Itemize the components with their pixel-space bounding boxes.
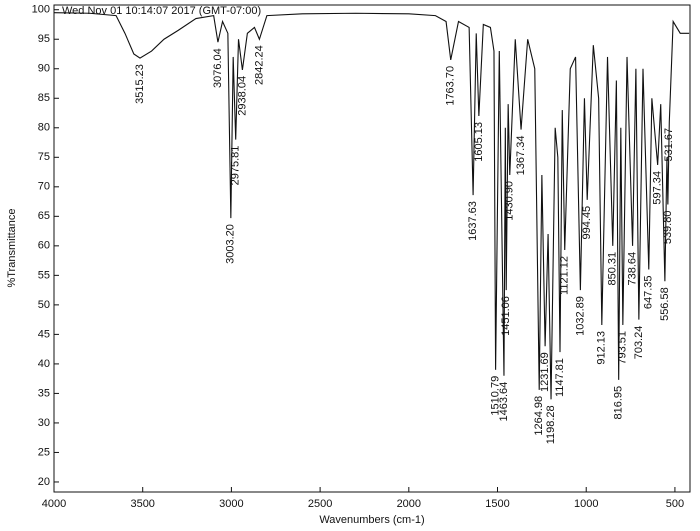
peak-label: 3076.04 bbox=[212, 48, 224, 88]
y-tick-label: 55 bbox=[38, 269, 50, 281]
y-tick-label: 90 bbox=[38, 63, 50, 75]
peak-label: 1763.70 bbox=[445, 66, 457, 106]
chart-subtitle: Wed Nov 01 10:14:07 2017 (GMT-07:00) bbox=[62, 5, 261, 17]
y-tick-label: 85 bbox=[38, 92, 50, 104]
x-tick-label: 3500 bbox=[130, 498, 154, 510]
x-tick-label: 1000 bbox=[574, 498, 598, 510]
y-tick-label: 100 bbox=[32, 4, 50, 16]
y-tick-label: 70 bbox=[38, 181, 50, 193]
y-tick-label: 30 bbox=[38, 417, 50, 429]
x-tick-label: 1500 bbox=[485, 498, 509, 510]
peak-label: 1231.69 bbox=[539, 352, 551, 392]
y-tick-label: 20 bbox=[38, 476, 50, 488]
peak-label: 1147.81 bbox=[554, 358, 566, 397]
peak-label: 539.80 bbox=[662, 211, 674, 245]
peak-label: 556.58 bbox=[659, 287, 671, 321]
peak-label: 1510.79 bbox=[490, 376, 502, 416]
peak-label: 1198.28 bbox=[545, 405, 557, 444]
peak-label: 816.95 bbox=[613, 386, 625, 420]
peak-label: 647.35 bbox=[643, 275, 655, 309]
y-tick-label: 40 bbox=[38, 358, 50, 370]
peak-label: 2842.24 bbox=[253, 45, 265, 85]
peak-label: 597.34 bbox=[652, 171, 664, 205]
y-tick-label: 60 bbox=[38, 240, 50, 252]
peak-label: 1463.64 bbox=[498, 382, 510, 422]
peak-label: 1264.98 bbox=[533, 396, 545, 436]
peak-label: 1637.63 bbox=[467, 201, 479, 241]
peak-label: 2938.04 bbox=[236, 76, 248, 116]
peak-label: 1032.89 bbox=[574, 296, 586, 336]
peak-label: 1451.06 bbox=[500, 296, 512, 336]
y-tick-label: 25 bbox=[38, 446, 50, 458]
y-tick-label: 95 bbox=[38, 33, 50, 45]
peak-label: 1121.12 bbox=[559, 256, 571, 295]
x-axis-label: Wavenumbers (cm-1) bbox=[319, 514, 424, 526]
y-tick-label: 35 bbox=[38, 387, 50, 399]
y-tick-label: 75 bbox=[38, 151, 50, 163]
peak-label: 3515.23 bbox=[134, 64, 146, 104]
y-axis-label: %Transmittance bbox=[6, 208, 18, 287]
spectrum-line bbox=[53, 12, 690, 400]
peak-label: 3003.20 bbox=[225, 224, 237, 264]
x-tick-label: 500 bbox=[666, 498, 684, 510]
peak-label: 703.24 bbox=[633, 326, 645, 360]
x-tick-label: 3000 bbox=[219, 498, 243, 510]
y-tick-label: 65 bbox=[38, 210, 50, 222]
peak-label: 912.13 bbox=[596, 331, 608, 365]
peak-label: 531.67 bbox=[663, 128, 675, 162]
x-tick-label: 2000 bbox=[397, 498, 421, 510]
peak-label: 738.64 bbox=[626, 252, 638, 286]
peak-label: 994.45 bbox=[581, 206, 593, 240]
peak-label: 1605.13 bbox=[473, 122, 485, 162]
peak-label: 1430.90 bbox=[504, 181, 516, 221]
peak-label: 793.51 bbox=[617, 331, 629, 365]
y-tick-label: 80 bbox=[38, 122, 50, 134]
plot-frame bbox=[53, 4, 691, 493]
y-tick-label: 45 bbox=[38, 328, 50, 340]
peak-label: 2975.81 bbox=[230, 146, 242, 186]
x-tick-label: 4000 bbox=[42, 498, 66, 510]
y-tick-label: 50 bbox=[38, 299, 50, 311]
x-tick-label: 2500 bbox=[308, 498, 332, 510]
peak-label: 850.31 bbox=[607, 252, 619, 286]
peak-label: 1367.34 bbox=[515, 136, 527, 176]
